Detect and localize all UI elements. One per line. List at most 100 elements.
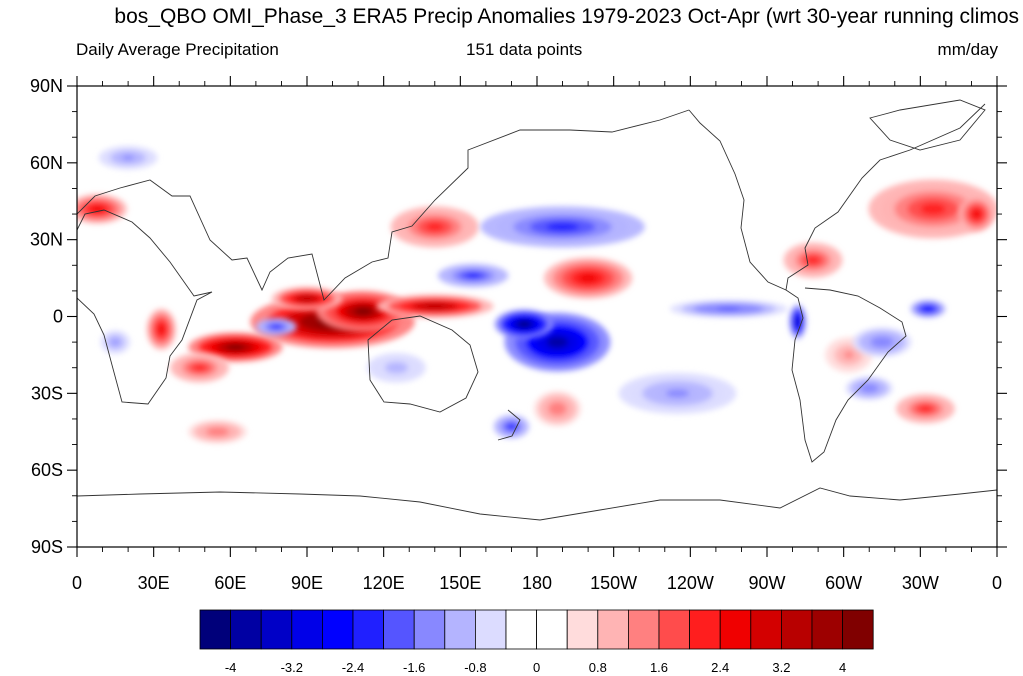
maritime-continent-wet-contour-5 — [353, 307, 373, 316]
colorbar-box-7 — [383, 609, 415, 650]
colorbar-box-21 — [811, 609, 844, 650]
europe-dry-anomaly — [98, 145, 158, 170]
south-of-africa-wet-anomaly — [188, 419, 247, 444]
north-pacific-dry-contour-5 — [466, 273, 481, 278]
south-indian-ocean-wet-band-anomaly — [188, 332, 283, 362]
colorbar-box-12 — [536, 609, 568, 650]
south-atlantic-wet-contour-5 — [919, 405, 932, 412]
eastern-equatorial-pacific-dry-contour-5 — [716, 307, 741, 311]
colorbar-box-13 — [566, 609, 599, 650]
colorbar-box-18 — [719, 609, 752, 650]
colorbar-box-6 — [352, 609, 385, 650]
lon-label-60e: 60E — [214, 573, 246, 593]
australia-dry-contour-5 — [390, 364, 403, 371]
subtitle-center: 151 data points — [466, 40, 583, 59]
units-label: mm/day — [937, 40, 998, 59]
colorbar-label-1: -4 — [225, 660, 237, 675]
colorbar-label-8: 1.6 — [650, 660, 668, 675]
antarctica-coast — [77, 487, 997, 521]
lon-label-150w: 150W — [590, 573, 637, 593]
colorbar-box-2 — [230, 609, 262, 650]
colorbar-box-8 — [413, 609, 446, 650]
atlantic-itcz-dry-contour-5 — [924, 307, 932, 311]
lat-label-30n: 30N — [30, 230, 63, 250]
europe-dry-contour-5 — [122, 155, 134, 161]
south-america-east-dry-anomaly — [845, 376, 893, 400]
north-atlantic-wet-contour-5 — [920, 203, 947, 215]
colorbar-label-9: 2.4 — [711, 660, 729, 675]
chart-title: bos_QBO OMI_Phase_3 ERA5 Precip Anomalie… — [114, 5, 1019, 28]
equatorial-pacific-dry-anomaly — [494, 309, 554, 339]
colorbar-box-10 — [474, 609, 507, 650]
east-africa-wet-anomaly — [146, 308, 177, 350]
lat-label-30s: 30S — [31, 383, 63, 403]
colorbar-label-4: -1.6 — [403, 660, 425, 675]
colorbar-box-3 — [260, 609, 293, 650]
south-pacific-dry-anomaly — [618, 372, 737, 414]
western-pacific-wet-contour-5 — [423, 303, 447, 309]
brazil-dry-anomaly — [852, 327, 912, 357]
australia-coast — [367, 315, 479, 413]
south-of-africa-wet-contour-5 — [211, 429, 224, 435]
colorbar-label-7: 0.8 — [589, 660, 607, 675]
lat-label-90n: 90N — [30, 76, 63, 96]
tasman-sea-dry-contour-5 — [507, 424, 515, 429]
colombia-dry-anomaly — [788, 303, 807, 340]
lon-label-0: 0 — [72, 573, 82, 593]
north-pacific-dry-anomaly — [437, 263, 509, 288]
south-america-east-dry-contour-5 — [864, 385, 874, 391]
south-pacific-wet-anomaly — [533, 391, 581, 427]
colorbar-box-9 — [444, 609, 476, 650]
colorbar-box-5 — [321, 609, 354, 650]
colorbar-label-10: 3.2 — [772, 660, 790, 675]
lat-label-60s: 60S — [31, 460, 63, 480]
caribbean-wet-anomaly — [783, 242, 843, 278]
japan-wet-contour-5 — [425, 222, 444, 231]
colorbar-box-1 — [199, 609, 232, 650]
south-pacific-dry-contour-5 — [665, 389, 690, 398]
iberia-wet-anomaly — [958, 196, 995, 232]
east-africa-wet-contour-5 — [158, 325, 165, 334]
lat-label-90s: 90S — [31, 537, 63, 557]
lon-label-90w: 90W — [748, 573, 785, 593]
lat-label-0: 0 — [53, 307, 63, 327]
southern-africa-wet-anomaly — [170, 352, 230, 383]
subtropical-north-pacific-dry-anomaly — [480, 206, 645, 248]
equatorial-indian-ocean-wet-contour-5 — [299, 296, 315, 301]
western-indian-ocean-dry-contour-5 — [112, 339, 119, 345]
equatorial-pacific-dry-contour-5 — [518, 321, 531, 328]
lon-label-0: 0 — [992, 573, 1002, 593]
equatorial-indian-ocean-wet-anomaly — [271, 286, 343, 311]
coastlines — [77, 99, 997, 521]
colorbar-box-11 — [505, 609, 538, 650]
eastern-equatorial-pacific-dry-anomaly — [669, 299, 788, 318]
lon-label-30e: 30E — [138, 573, 170, 593]
colorbar-box-4 — [291, 609, 323, 650]
colorbar-box-20 — [781, 609, 813, 650]
eurasia-coast — [77, 109, 690, 301]
lon-label-150e: 150E — [439, 573, 481, 593]
axis-ticks — [67, 76, 1007, 557]
japan-wet-anomaly — [390, 206, 479, 248]
new-zealand-coast — [497, 409, 521, 441]
colorbar-label-11: 4 — [839, 660, 846, 675]
colorbar-box-15 — [628, 609, 660, 650]
colorbar-label-5: -0.8 — [464, 660, 486, 675]
south-atlantic-wet-anomaly — [896, 393, 955, 424]
lon-label-90e: 90E — [291, 573, 323, 593]
central-pacific-dry-contour-5 — [546, 336, 569, 349]
australia-dry-anomaly — [367, 352, 426, 383]
caribbean-wet-contour-5 — [807, 256, 819, 264]
south-america-wet-contour-5 — [844, 351, 854, 359]
colorbar-box-14 — [597, 609, 629, 650]
lon-label-30w: 30W — [902, 573, 939, 593]
colorbar-label-6: 0 — [533, 660, 540, 675]
southern-africa-wet-contour-5 — [193, 364, 206, 371]
north-america-coast — [688, 103, 986, 291]
greenland-coast — [869, 99, 986, 151]
subtitle-left: Daily Average Precipitation — [76, 40, 279, 59]
iberia-wet-contour-5 — [973, 210, 981, 218]
atlantic-itcz-dry-anomaly — [910, 299, 946, 318]
brazil-dry-contour-5 — [876, 339, 888, 346]
